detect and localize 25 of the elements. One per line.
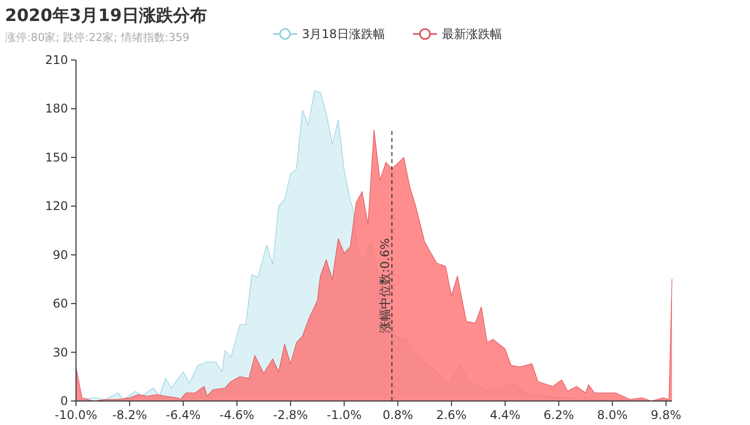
x-tick-label: 0.8% (382, 408, 414, 422)
ref-line-label: 涨幅中位数:0.6% (378, 238, 392, 333)
x-tick-label: 2.6% (436, 408, 467, 422)
y-tick-label: 60 (52, 296, 68, 311)
x-tick-label: 8.0% (597, 408, 628, 422)
y-tick-label: 150 (45, 150, 68, 164)
x-tick-label: -4.6% (220, 408, 254, 422)
y-tick-label: 210 (45, 53, 68, 67)
x-tick-label: -1.0% (326, 408, 362, 422)
y-tick-label: 120 (45, 199, 68, 214)
x-tick-label: 4.4% (490, 408, 520, 422)
legend-label: 3月18日涨跌幅 (302, 27, 385, 41)
x-tick-label: 6.2% (544, 408, 574, 422)
chart-title: 2020年3月19日涨跌分布 (5, 6, 207, 26)
x-tick-label: -8.2% (112, 408, 148, 422)
y-tick-label: 30 (52, 345, 68, 360)
chart-subtitle: 涨停:80家; 跌停:22家; 情绪指数:359 (5, 31, 190, 44)
x-tick-label: 9.8% (650, 408, 682, 422)
x-tick-label: -2.8% (273, 408, 308, 422)
x-tick-label: -10.0% (54, 408, 98, 422)
y-tick-label: 180 (45, 102, 68, 116)
y-tick-label: 90 (52, 248, 68, 262)
x-tick-label: -6.4% (166, 408, 201, 422)
legend-label: 最新涨跌幅 (442, 27, 502, 41)
y-tick-label: 0 (60, 394, 68, 408)
